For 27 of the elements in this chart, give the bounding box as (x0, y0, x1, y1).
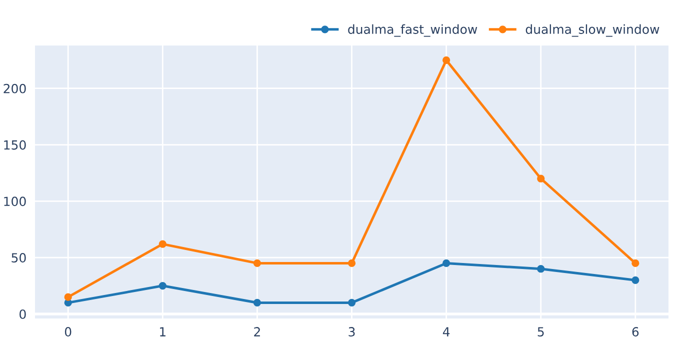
x-tick-label: 2 (254, 327, 260, 336)
y-tick-label: 0 (20, 309, 26, 319)
point (632, 276, 640, 284)
point (158, 240, 166, 248)
point (253, 259, 262, 268)
x-tick-label: 6 (632, 327, 639, 337)
y-tick-label: 100 (4, 196, 26, 206)
y-tick-label: 200 (4, 84, 26, 94)
point (348, 259, 356, 268)
y-tick-label: 150 (4, 140, 26, 150)
point (632, 259, 640, 268)
x-tick-label: 0 (64, 327, 72, 337)
point (348, 298, 356, 307)
x-tick-label: 3 (348, 327, 355, 337)
point (442, 259, 450, 268)
x-tick-label: 5 (538, 327, 544, 337)
x-tick-label: 4 (442, 327, 450, 336)
point (537, 174, 545, 182)
point (64, 293, 72, 301)
point (158, 282, 166, 290)
point (253, 298, 262, 307)
legend-label: dualma_fast_window (348, 24, 478, 37)
point (442, 56, 450, 64)
point (537, 265, 545, 273)
legend-label: dualma_slow_window (526, 24, 660, 37)
x-tick-label: 1 (160, 327, 166, 336)
y-tick-label: 50 (12, 253, 26, 263)
